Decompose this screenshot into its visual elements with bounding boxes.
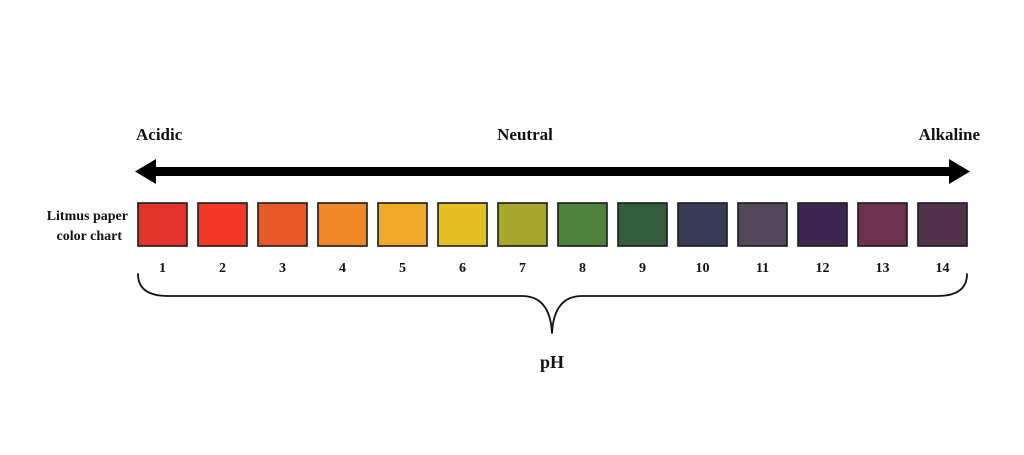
- alkaline-label: Alkaline: [919, 125, 981, 144]
- ph-number-13: 13: [876, 261, 890, 276]
- ph-number-11: 11: [756, 261, 769, 276]
- ph-number-12: 12: [816, 261, 830, 276]
- swatch-ph-11: [737, 202, 788, 247]
- ph-number-4: 4: [339, 261, 346, 276]
- swatch-ph-13: [857, 202, 908, 247]
- swatch-ph-8: [557, 202, 608, 247]
- swatch-ph-5: [377, 202, 428, 247]
- ph-number-5: 5: [399, 261, 406, 276]
- swatch-ph-14: [917, 202, 968, 247]
- curly-brace: [137, 273, 968, 334]
- ph-number-10: 10: [696, 261, 710, 276]
- swatch-ph-12: [797, 202, 848, 247]
- ph-number-7: 7: [519, 261, 526, 276]
- neutral-label: Neutral: [497, 125, 553, 144]
- swatch-ph-1: [137, 202, 188, 247]
- color-swatch-row: [137, 202, 968, 247]
- ph-number-8: 8: [579, 261, 586, 276]
- ph-number-row: 1 2 3 4 5 6 7 8 9 10 11 12 13 14: [159, 261, 950, 276]
- arrow-head-left: [135, 159, 156, 184]
- ph-number-3: 3: [279, 261, 286, 276]
- acidic-label: Acidic: [136, 125, 183, 144]
- swatch-ph-9: [617, 202, 668, 247]
- swatch-ph-3: [257, 202, 308, 247]
- chart-label-line1: Litmus paper: [47, 209, 128, 224]
- arrow-head-right: [949, 159, 970, 184]
- ph-number-14: 14: [936, 261, 950, 276]
- ph-axis-label: pH: [540, 352, 564, 372]
- arrow-shaft: [152, 167, 952, 176]
- double-headed-arrow: [135, 159, 970, 184]
- chart-label-line2: color chart: [57, 229, 123, 244]
- ph-number-1: 1: [159, 261, 166, 276]
- ph-number-9: 9: [639, 261, 646, 276]
- swatch-ph-6: [437, 202, 488, 247]
- ph-number-6: 6: [459, 261, 466, 276]
- swatch-ph-2: [197, 202, 248, 247]
- swatch-ph-4: [317, 202, 368, 247]
- swatch-ph-7: [497, 202, 548, 247]
- ph-number-2: 2: [219, 261, 226, 276]
- swatch-ph-10: [677, 202, 728, 247]
